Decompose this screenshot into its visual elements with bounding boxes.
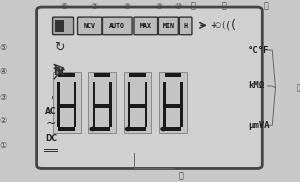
Circle shape xyxy=(125,127,130,131)
Text: (: ( xyxy=(222,21,225,30)
Bar xyxy=(52,96,62,99)
Bar xyxy=(109,82,112,105)
Text: AC: AC xyxy=(45,107,57,116)
Text: ○: ○ xyxy=(214,22,221,28)
Bar xyxy=(94,104,110,108)
Bar xyxy=(94,73,110,77)
Text: μmVA: μmVA xyxy=(248,121,269,130)
Text: ⑬: ⑬ xyxy=(264,2,268,11)
Bar xyxy=(55,20,64,32)
Bar xyxy=(159,72,187,133)
Text: MAX: MAX xyxy=(140,23,152,29)
Bar xyxy=(58,127,75,131)
Bar xyxy=(165,104,181,108)
Bar xyxy=(164,82,166,105)
Text: NCV: NCV xyxy=(84,23,96,29)
Text: DC: DC xyxy=(45,134,57,143)
Bar xyxy=(165,73,181,77)
Bar xyxy=(145,82,147,105)
Bar xyxy=(129,127,146,131)
Text: ⑭: ⑭ xyxy=(297,83,300,92)
Bar xyxy=(180,82,183,105)
Text: MIN: MIN xyxy=(162,23,174,29)
Text: ⑦: ⑦ xyxy=(91,2,98,11)
Text: kMΩ: kMΩ xyxy=(248,82,264,90)
Bar xyxy=(145,104,147,127)
Text: °C°F: °C°F xyxy=(248,46,269,55)
Circle shape xyxy=(90,127,95,131)
Bar xyxy=(92,104,95,127)
FancyBboxPatch shape xyxy=(134,17,158,35)
Bar xyxy=(57,82,60,105)
FancyBboxPatch shape xyxy=(179,17,192,35)
FancyBboxPatch shape xyxy=(37,7,262,169)
Text: ⑤: ⑤ xyxy=(0,43,6,52)
FancyBboxPatch shape xyxy=(77,17,102,35)
Text: +: + xyxy=(210,21,216,30)
Text: ⑨: ⑨ xyxy=(155,2,162,11)
Text: ⑧: ⑧ xyxy=(124,2,131,11)
Bar xyxy=(58,104,75,108)
FancyBboxPatch shape xyxy=(158,17,178,35)
Text: H: H xyxy=(184,23,188,29)
Text: ⑪: ⑪ xyxy=(190,2,195,11)
Bar xyxy=(129,73,146,77)
Text: ①: ① xyxy=(0,141,6,150)
Bar xyxy=(165,127,181,131)
Bar xyxy=(94,127,110,131)
Bar xyxy=(180,104,183,127)
Bar xyxy=(88,72,116,133)
Bar xyxy=(44,149,58,150)
Bar xyxy=(53,72,80,133)
Bar xyxy=(164,104,166,127)
Bar xyxy=(129,104,146,108)
Text: ~: ~ xyxy=(46,117,56,130)
Bar xyxy=(128,82,130,105)
Text: (: ( xyxy=(226,20,230,30)
Text: Bt: Bt xyxy=(53,67,65,77)
Text: ⑩: ⑩ xyxy=(175,2,182,11)
Bar xyxy=(58,73,75,77)
Bar xyxy=(128,104,130,127)
Text: ②: ② xyxy=(0,116,6,124)
Text: ⑫: ⑫ xyxy=(222,2,226,11)
Bar xyxy=(57,104,60,127)
Text: ⑮: ⑮ xyxy=(178,171,183,180)
Bar xyxy=(124,72,152,133)
Text: (: ( xyxy=(231,19,236,32)
Text: ⑥: ⑥ xyxy=(61,2,68,11)
Text: AUTO: AUTO xyxy=(109,23,125,29)
FancyBboxPatch shape xyxy=(103,17,132,35)
Bar xyxy=(74,104,76,127)
Bar xyxy=(92,82,95,105)
Circle shape xyxy=(161,127,166,131)
FancyBboxPatch shape xyxy=(52,17,74,35)
Bar xyxy=(73,22,74,29)
Bar xyxy=(74,82,76,105)
Bar xyxy=(109,104,112,127)
Text: ③: ③ xyxy=(0,93,6,102)
Text: ④: ④ xyxy=(0,67,6,76)
Bar xyxy=(44,151,58,152)
Text: ↻: ↻ xyxy=(54,41,64,54)
